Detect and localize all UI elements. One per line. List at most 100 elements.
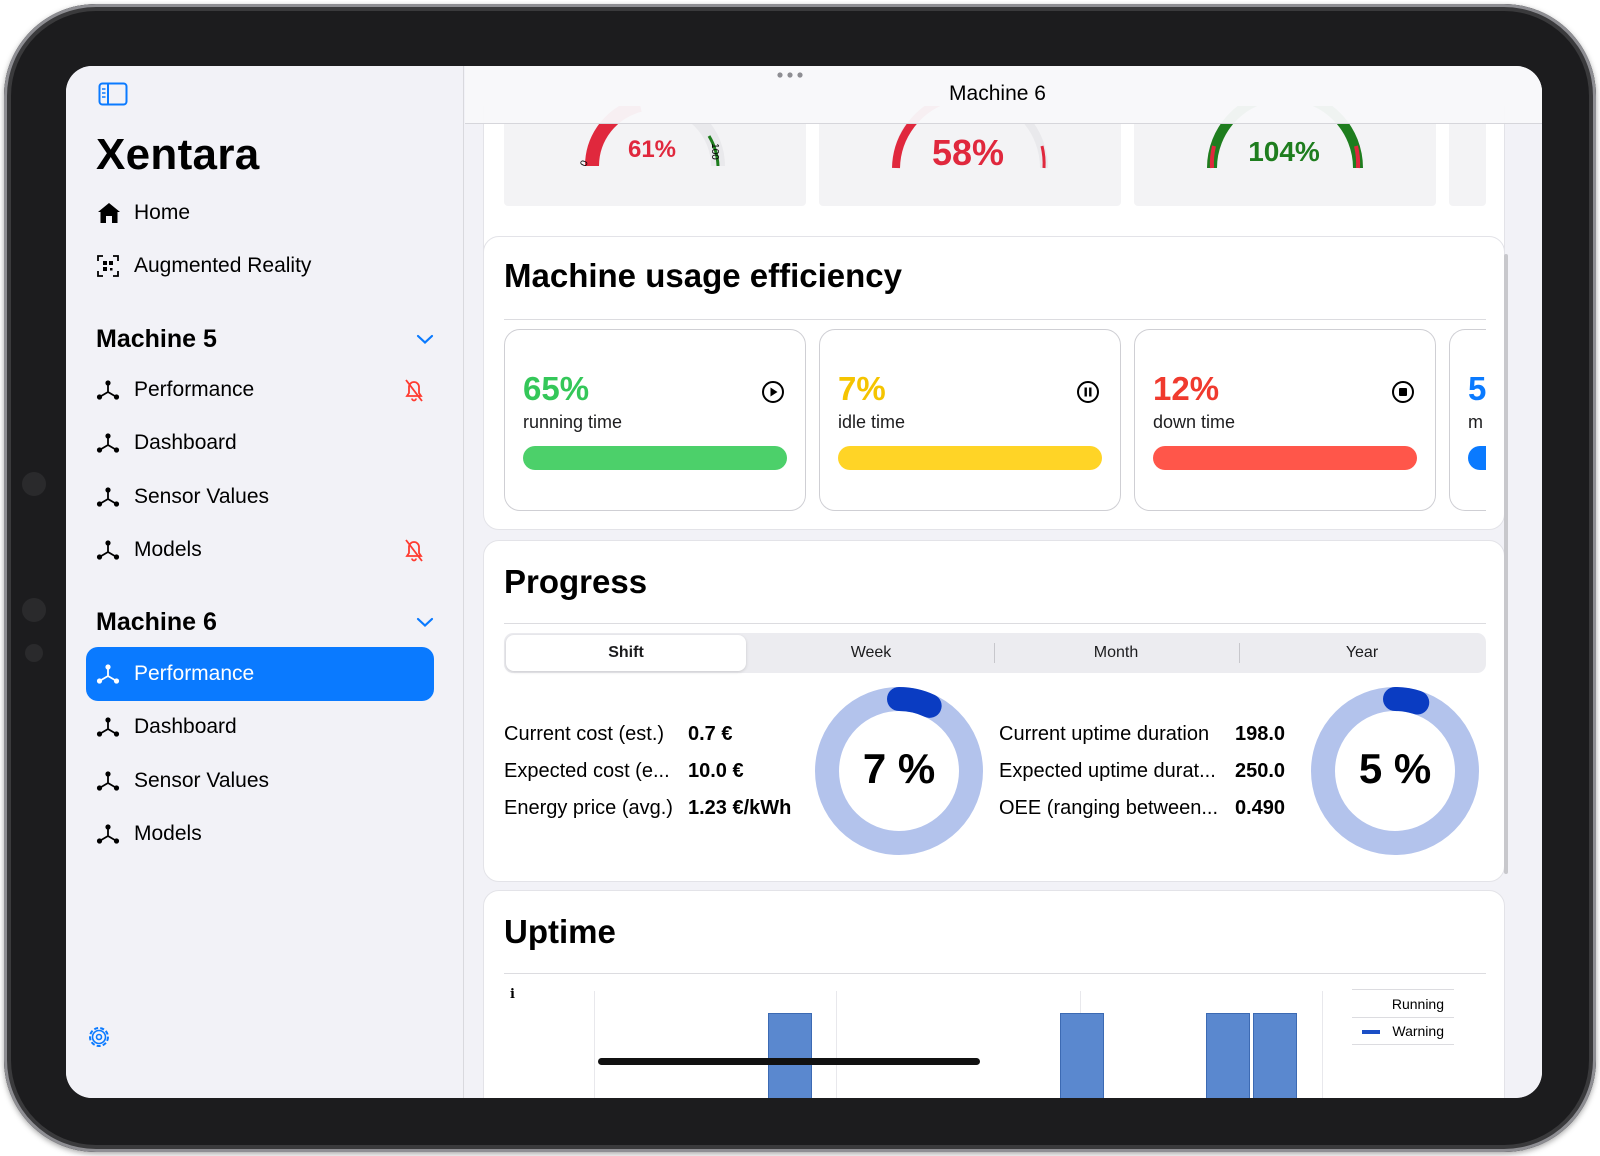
screen: Xentara Home Augmented Reality Machine 5: [66, 66, 1542, 1098]
kv-value: 250.0: [1235, 760, 1286, 782]
chart-gridline: [594, 991, 595, 1098]
sidebar-item-label: Home: [134, 201, 191, 224]
chart-legend: Running Warning: [1352, 989, 1454, 1045]
sidebar-item-label: Models: [134, 822, 202, 845]
uptime-title: Uptime: [504, 913, 616, 950]
sidebar-item-label: Dashboard: [134, 715, 237, 738]
legend-item-warning: Warning: [1352, 1017, 1454, 1045]
sidebar-item-home[interactable]: Home: [86, 186, 434, 240]
divider: [504, 973, 1486, 974]
kv-key: Current cost (est.): [504, 723, 665, 745]
running-bar: [523, 446, 787, 470]
kv-current-cost: Current cost (est.) 0.7 €: [504, 723, 732, 746]
sidebar-item-dashboard[interactable]: Dashboard: [86, 700, 434, 754]
down-bar: [1153, 446, 1417, 470]
cost-donut-fill: [815, 687, 983, 855]
home-indicator[interactable]: [598, 1058, 980, 1065]
network-icon: [96, 377, 126, 403]
partial-tile[interactable]: 5 m: [1449, 329, 1486, 511]
kv-key: Energy price (avg.): [504, 797, 673, 819]
section-machine-6[interactable]: Machine 6: [96, 602, 434, 642]
gauge-value: 104%: [1248, 136, 1320, 167]
qr-scan-icon: [96, 253, 126, 279]
cost-donut-label: 7 %: [862, 745, 936, 792]
stop-circle-icon: [1392, 381, 1414, 403]
kv-expected-uptime: Expected uptime durat... 250.0: [999, 760, 1285, 783]
chevron-down-icon[interactable]: [416, 616, 434, 628]
kv-value: 10.0 €: [688, 760, 744, 782]
partial-percent: 5: [1468, 370, 1486, 407]
gauge-value: 58%: [931, 132, 1005, 173]
kv-value: 0.490: [1235, 797, 1286, 819]
network-icon: [96, 484, 126, 510]
sidebar-item-dashboard[interactable]: Dashboard: [86, 416, 434, 470]
play-circle-icon: [762, 381, 784, 403]
network-icon: [96, 821, 126, 847]
gear-icon[interactable]: [86, 1024, 112, 1050]
more-dots-icon[interactable]: [775, 70, 805, 80]
down-percent: 12%: [1153, 370, 1220, 407]
uptime-donut-fill: [1311, 687, 1479, 855]
sidebar-item-models[interactable]: Models: [86, 807, 434, 861]
network-icon: [96, 430, 126, 456]
pause-circle-icon: [1077, 381, 1099, 403]
sidebar-toggle-icon[interactable]: [98, 82, 128, 106]
info-icon[interactable]: i: [510, 987, 515, 1002]
sidebar: Xentara Home Augmented Reality Machine 5: [66, 66, 464, 1098]
idle-label: idle time: [838, 412, 906, 432]
sidebar-item-augmented-reality[interactable]: Augmented Reality: [86, 239, 434, 293]
legend-label: Warning: [1392, 1023, 1444, 1039]
legend-label: Running: [1391, 995, 1444, 1012]
uptime-bar: [1253, 1013, 1297, 1098]
kv-expected-cost: Expected cost (e... 10.0 €: [504, 760, 744, 783]
down-label: down time: [1153, 412, 1236, 432]
cost-donut: [815, 687, 983, 855]
bell-slash-icon: [405, 379, 423, 402]
section-machine-5[interactable]: Machine 5: [96, 319, 434, 359]
scroll-indicator[interactable]: [1504, 254, 1508, 874]
kv-value: 1.23 €/kWh: [688, 797, 792, 819]
kv-key: Expected cost (e...: [504, 760, 670, 782]
kv-key: OEE (ranging between...: [999, 797, 1219, 819]
divider: [504, 623, 1486, 624]
sidebar-item-performance-selected[interactable]: Performance: [86, 647, 434, 701]
uptime-bar: [1206, 1013, 1250, 1098]
house-icon: [96, 200, 126, 226]
segment-separator: [1239, 643, 1240, 663]
idle-time-tile[interactable]: 7% idle time: [819, 329, 1121, 511]
segment-month[interactable]: Month: [1093, 644, 1139, 661]
sidebar-item-sensor-values[interactable]: Sensor Values: [86, 754, 434, 808]
navigation-bar: Machine 6: [465, 66, 1542, 124]
kv-key: Expected uptime durat...: [999, 760, 1216, 782]
running-time-tile[interactable]: 65% running time: [504, 329, 806, 511]
sidebar-item-models[interactable]: Models: [86, 523, 434, 577]
progress-title: Progress: [504, 563, 648, 600]
efficiency-card: Machine usage efficiency 65% running tim…: [483, 236, 1505, 530]
partial-label: m: [1468, 412, 1483, 432]
sidebar-item-label: Performance: [134, 378, 255, 401]
uptime-bar: [768, 1013, 812, 1098]
efficiency-title: Machine usage efficiency: [504, 257, 902, 294]
sidebar-item-performance[interactable]: Performance: [86, 363, 434, 417]
network-icon: [96, 714, 126, 740]
kv-value: 198.0: [1235, 723, 1286, 745]
down-time-tile[interactable]: 12% down time: [1134, 329, 1436, 511]
divider: [504, 319, 1486, 320]
segment-shift[interactable]: Shift: [506, 635, 746, 671]
uptime-card: Uptime i Running Warning: [483, 890, 1505, 1098]
progress-card: Progress Shift Week Month Year Current c…: [483, 540, 1505, 882]
segment-week[interactable]: Week: [850, 644, 892, 661]
window-title: Machine 6: [949, 82, 1046, 105]
chevron-down-icon[interactable]: [416, 333, 434, 345]
camera-dot: [22, 472, 46, 496]
gauge-arc: [1207, 106, 1363, 169]
kv-key: Current uptime duration: [999, 723, 1210, 745]
sidebar-item-label: Sensor Values: [134, 769, 270, 792]
running-percent: 65%: [523, 370, 590, 407]
legend-item-running: Running: [1352, 989, 1454, 1017]
sidebar-item-sensor-values[interactable]: Sensor Values: [86, 470, 434, 524]
bell-slash-icon: [405, 539, 423, 562]
uptime-bar: [1060, 1013, 1104, 1098]
segment-year[interactable]: Year: [1345, 644, 1379, 661]
chart-gridline: [836, 991, 837, 1098]
